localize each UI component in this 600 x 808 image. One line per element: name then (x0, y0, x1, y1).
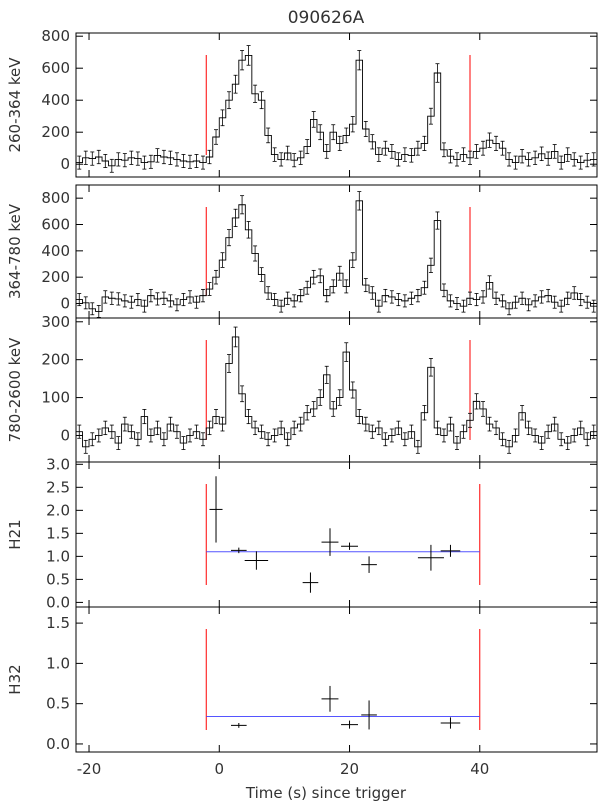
plot-area (205, 629, 481, 730)
y-tick-label: 800 (41, 189, 70, 207)
panel-4: 0.0 0.5 1.0 1.5 2.0 2.5 3.0 H21 (6, 455, 598, 611)
y-tick-label: 0.0 (46, 735, 70, 753)
y-tick-label: 2.5 (46, 478, 70, 496)
y-axis-label: H21 (6, 519, 24, 549)
y-tick-label: 0.0 (46, 593, 70, 611)
plot-area (76, 45, 597, 173)
y-tick-label: 400 (41, 91, 70, 109)
y-tick-label: 300 (41, 313, 70, 331)
y-tick-label: 1.0 (46, 547, 70, 565)
panel-1: 0 200 400 600 800 260-364 keV (6, 27, 598, 178)
panel-2: 0 200 400 600 800 364-780 keV (6, 184, 598, 319)
y-tick-label: 0.5 (46, 695, 70, 713)
y-tick-label: 0 (60, 155, 70, 173)
y-tick-label: 200 (41, 268, 70, 286)
y-tick-label: 200 (41, 351, 70, 369)
y-tick-label: 1.5 (46, 614, 70, 632)
y-tick-label: 200 (41, 123, 70, 141)
plot-area (205, 476, 481, 593)
x-tick-label: 20 (340, 760, 359, 778)
light-curve (76, 200, 597, 312)
y-tick-label: 0 (60, 426, 70, 444)
y-axis-label: 780-2600 keV (6, 337, 24, 442)
y-tick-label: 600 (41, 216, 70, 234)
panel-frame (75, 606, 598, 753)
panel-5: 0.0 0.5 1.0 1.5 -20 0 20 40 H32 (6, 606, 598, 778)
y-tick-label: 1.5 (46, 524, 70, 542)
y-tick-label: 600 (41, 59, 70, 77)
x-axis-label: Time (s) since trigger (245, 784, 407, 802)
y-tick-label: 800 (41, 27, 70, 45)
chart-title: 090626A (288, 8, 365, 28)
plot-area (76, 326, 597, 454)
plot-area (76, 191, 597, 318)
light-curve (76, 336, 597, 448)
y-axis-label: 260-364 keV (6, 57, 24, 153)
panel-frame (75, 461, 598, 608)
panel-frame (75, 32, 598, 178)
panel-3: 0 100 200 300 780-2600 keV (6, 313, 598, 463)
y-tick-label: 1.0 (46, 654, 70, 672)
x-tick-label: -20 (77, 760, 102, 778)
y-tick-label: 0.5 (46, 570, 70, 588)
y-tick-label: 2.0 (46, 501, 70, 519)
light-curve (76, 54, 597, 167)
y-tick-label: 400 (41, 242, 70, 260)
y-tick-label: 0 (60, 295, 70, 313)
panel-frame (75, 317, 598, 463)
y-tick-label: 100 (41, 389, 70, 407)
y-axis-label: H32 (6, 664, 24, 694)
y-axis-label: 364-780 keV (6, 203, 24, 299)
x-tick-label: 0 (215, 760, 225, 778)
y-tick-label: 3.0 (46, 455, 70, 473)
x-tick-label: 40 (470, 760, 489, 778)
